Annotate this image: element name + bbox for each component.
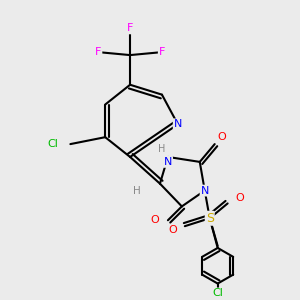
Text: Cl: Cl — [212, 288, 223, 298]
Text: O: O — [151, 215, 159, 225]
Text: N: N — [174, 119, 182, 129]
Text: H: H — [158, 144, 166, 154]
Text: F: F — [159, 47, 165, 57]
Text: S: S — [206, 212, 214, 225]
Text: F: F — [95, 47, 101, 57]
Text: Cl: Cl — [47, 139, 58, 149]
Text: H: H — [133, 186, 141, 196]
Text: O: O — [217, 132, 226, 142]
Text: F: F — [127, 23, 133, 33]
Text: O: O — [169, 225, 177, 235]
Text: N: N — [164, 157, 172, 167]
Text: N: N — [201, 186, 209, 196]
Text: O: O — [235, 194, 244, 203]
